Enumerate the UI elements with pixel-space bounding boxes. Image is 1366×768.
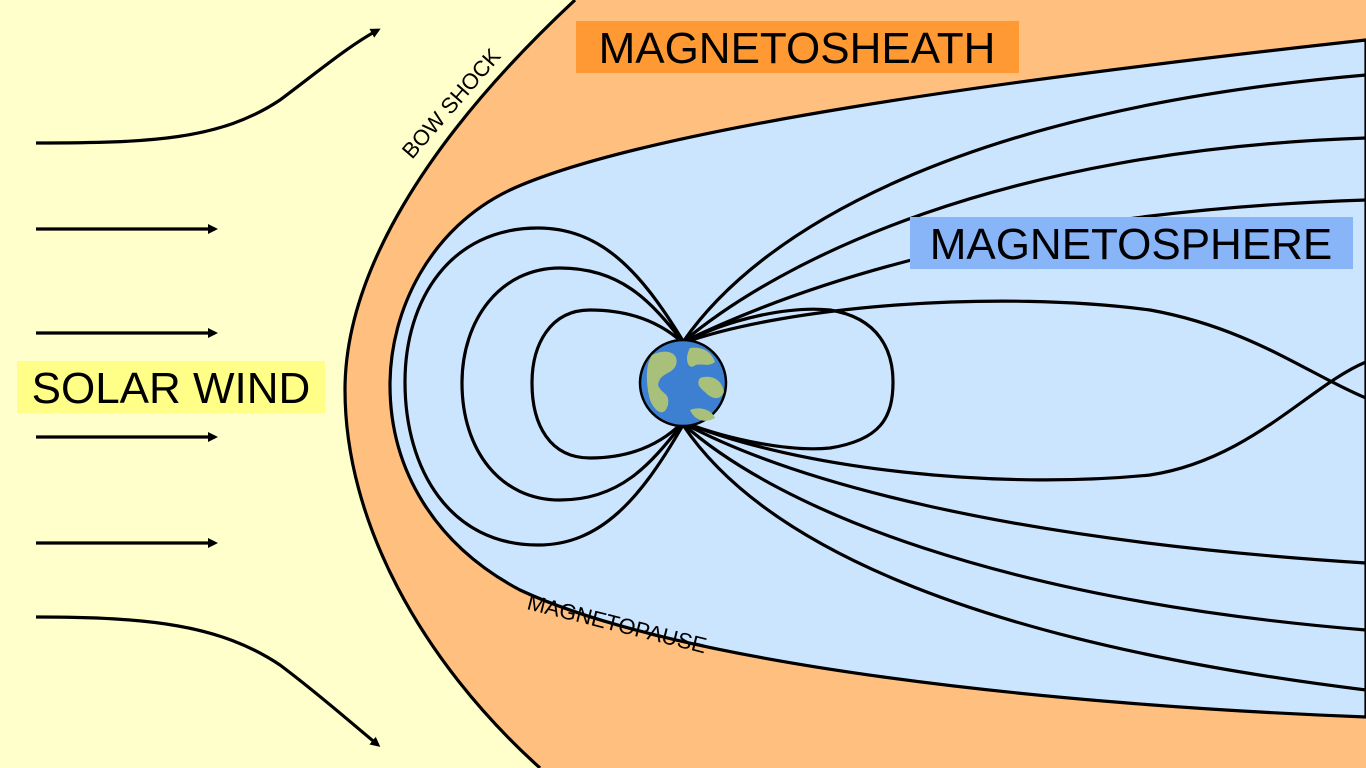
closed-field-line: [530, 308, 685, 460]
tail-field-line: [681, 424, 1366, 692]
magnetosphere-label-bg: [910, 217, 1353, 269]
solar-wind-label-bg: [17, 361, 325, 413]
arrow-right-icon: [35, 28, 381, 145]
magnetosheath-label-bg: [576, 21, 1019, 73]
closed-field-line: [682, 307, 895, 451]
tail-field-line: [682, 421, 1366, 565]
tail-field-line: [682, 299, 1366, 400]
solar-wind-label: SOLAR WIND: [32, 364, 311, 413]
tail-field-line: [682, 360, 1366, 482]
bow-shock-line: [343, 0, 577, 768]
magnetosheath-label: MAGNETOSHEATH: [599, 24, 996, 73]
closed-field-line: [403, 226, 685, 547]
magnetosphere-label: MAGNETOSPHERE: [930, 220, 1333, 269]
tail-field-line: [681, 422, 1366, 632]
magnetosphere-region: [388, 38, 1366, 719]
closed-field-line: [460, 266, 685, 502]
tail-field-line: [681, 73, 1366, 343]
earth-icon: [638, 338, 728, 428]
arrow-right-icon: [35, 615, 381, 747]
tail-field-line: [681, 136, 1366, 344]
